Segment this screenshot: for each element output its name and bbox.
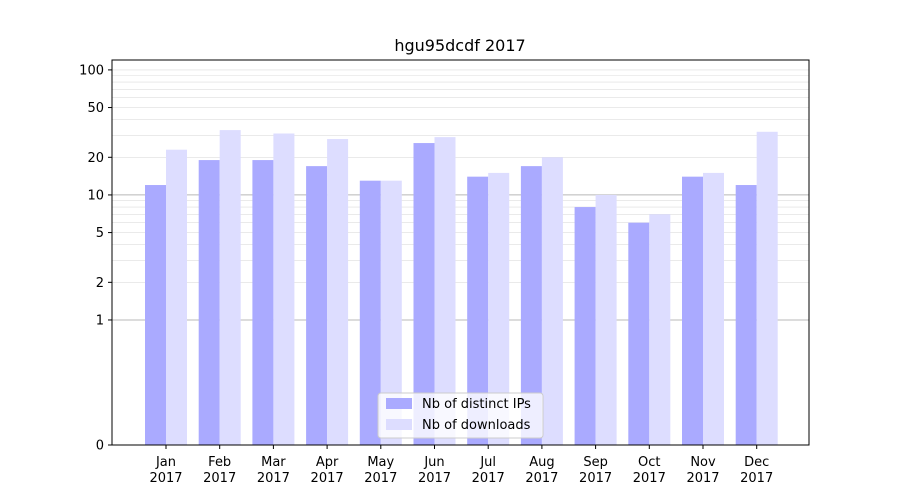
bar-downloads <box>166 149 187 446</box>
x-tick-label: Dec 2017 <box>740 455 773 486</box>
y-tick-label: 1 <box>96 313 104 328</box>
x-tick-label: Jul 2017 <box>472 455 505 486</box>
legend-swatch <box>386 398 412 409</box>
x-tick-label: Feb 2017 <box>203 455 236 486</box>
bar-distinct-ips <box>306 166 328 445</box>
bar-distinct-ips <box>682 176 703 445</box>
legend-swatch <box>386 419 412 430</box>
bar-distinct-ips <box>628 222 650 445</box>
legend-label: Nb of downloads <box>422 418 531 433</box>
bar-downloads <box>488 172 510 445</box>
bar-distinct-ips <box>252 160 274 445</box>
bar-distinct-ips <box>574 207 596 445</box>
y-tick-label: 2 <box>96 276 104 291</box>
y-tick-label: 5 <box>96 226 104 241</box>
bar-downloads <box>434 137 456 445</box>
bar-downloads <box>380 180 402 445</box>
bar-downloads <box>703 172 724 445</box>
x-tick-label: Apr 2017 <box>311 455 344 486</box>
bar-distinct-ips <box>145 185 166 445</box>
legend-label: Nb of distinct IPs <box>422 397 531 412</box>
legend-box <box>377 392 544 439</box>
bar-distinct-ips <box>198 160 220 445</box>
x-tick-label: Mar 2017 <box>257 455 290 486</box>
y-tick-label: 50 <box>87 101 104 116</box>
y-tick-label: 0 <box>96 439 104 454</box>
bar-downloads <box>219 130 241 445</box>
x-tick-label: Jan 2017 <box>149 455 182 486</box>
legend: Nb of distinct IPs Nb of downloads <box>377 392 544 439</box>
y-tick-label: 10 <box>87 188 104 203</box>
bars <box>145 130 778 446</box>
x-axis: Jan 2017 Feb 2017 Mar 2017 Apr 2017 May 2017 Jun 20… <box>149 445 773 486</box>
bar-distinct-ips <box>413 143 435 445</box>
bar-distinct-ips <box>359 180 381 445</box>
plot-area-frame <box>111 59 810 446</box>
bar-downloads <box>273 133 295 445</box>
x-tick-label: May 2017 <box>364 455 397 486</box>
x-tick-label: Jun 2017 <box>418 455 451 486</box>
x-tick-label: Sep 2017 <box>579 455 612 486</box>
bar-downloads <box>541 157 563 445</box>
bar-downloads <box>327 139 349 445</box>
bar-downloads <box>756 131 778 445</box>
x-tick-label: Aug 2017 <box>525 455 558 486</box>
chart-title: hgu95dcdf 2017 <box>394 36 525 55</box>
bar-distinct-ips <box>467 176 489 445</box>
y-axis: 0 1 2 5 10 20 50 100 <box>79 63 112 454</box>
x-tick-label: Oct 2017 <box>633 455 666 486</box>
x-tick-label: Nov 2017 <box>686 455 719 486</box>
y-tick-label: 100 <box>79 63 104 78</box>
bar-distinct-ips <box>735 185 757 445</box>
bar-distinct-ips <box>520 166 542 445</box>
bar-downloads <box>649 214 671 445</box>
bar-downloads <box>595 194 617 445</box>
y-tick-label: 20 <box>87 151 104 166</box>
